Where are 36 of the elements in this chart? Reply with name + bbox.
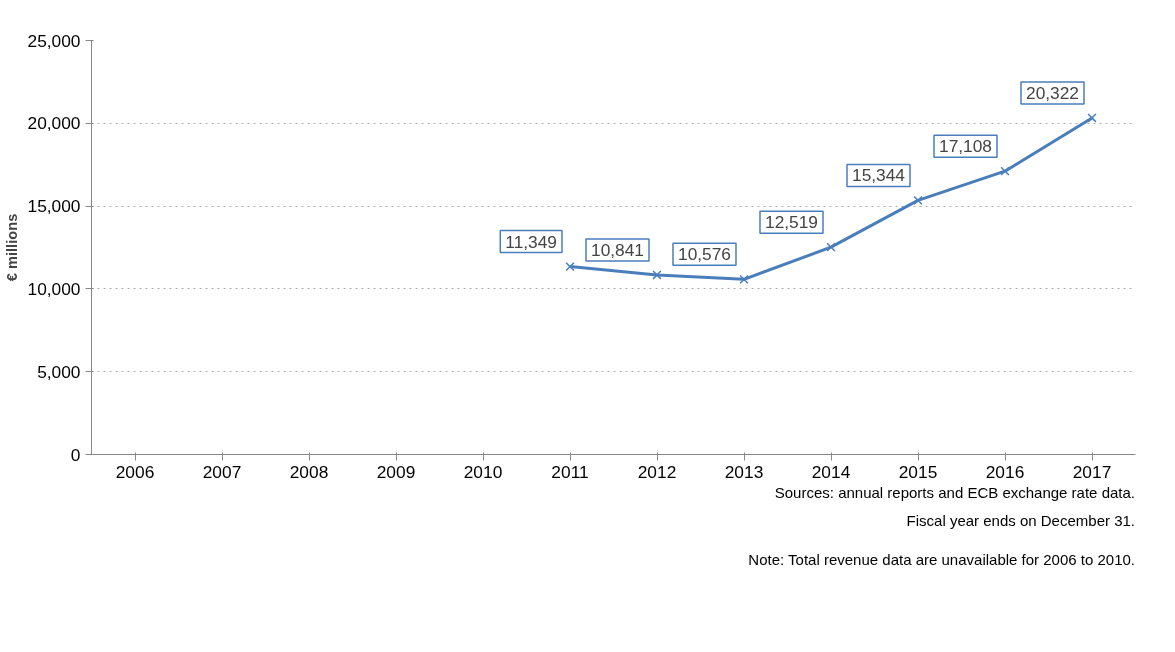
x-tick-label: 2011	[551, 461, 589, 482]
data-label: 12,519	[765, 212, 818, 233]
data-label: 20,322	[1026, 82, 1079, 103]
point	[652, 270, 662, 280]
data-label: 15,344	[852, 165, 906, 186]
x-tick-label: 2016	[985, 461, 1025, 482]
x-tick-label: 2012	[637, 461, 677, 482]
x-tick-label: 2009	[376, 461, 416, 482]
x-tick-label: 2006	[115, 461, 155, 482]
y-tick-label: 25,000	[27, 30, 81, 51]
data-label: 11,349	[505, 231, 558, 252]
point	[565, 261, 575, 272]
data-label: 10,576	[678, 244, 731, 265]
point	[1000, 166, 1010, 176]
x-tick-label: 2014	[811, 461, 851, 482]
data-label: 17,108	[939, 136, 992, 157]
y-tick-label: 20,000	[27, 113, 81, 134]
x-tick-label: 2015	[898, 461, 938, 482]
x-tick-label: 2017	[1072, 461, 1112, 482]
x-tick-label: 2010	[463, 461, 503, 482]
point	[826, 242, 836, 252]
y-tick-label: 10,000	[27, 278, 81, 299]
data-label: 10,841	[591, 239, 644, 260]
x-tick-label: 2013	[724, 461, 764, 482]
x-tick-label: 2007	[202, 461, 242, 482]
source-note: Sources: annual reports and ECB exchange rate data.	[774, 483, 1135, 503]
point	[739, 274, 749, 284]
text: Note: Total revenue data are unavailable for 2006 to 2010.	[748, 549, 1135, 570]
y-tick-label: 0	[70, 444, 81, 465]
y-axis-title: € millions	[3, 213, 20, 282]
y-tick-label: 15,000	[27, 196, 81, 217]
point	[913, 195, 923, 206]
y-tick-label: 5,000	[37, 361, 81, 382]
point	[1087, 113, 1097, 123]
x-tick-label: 2008	[289, 461, 329, 482]
text: Fiscal year ends on December 31.	[906, 511, 1135, 532]
